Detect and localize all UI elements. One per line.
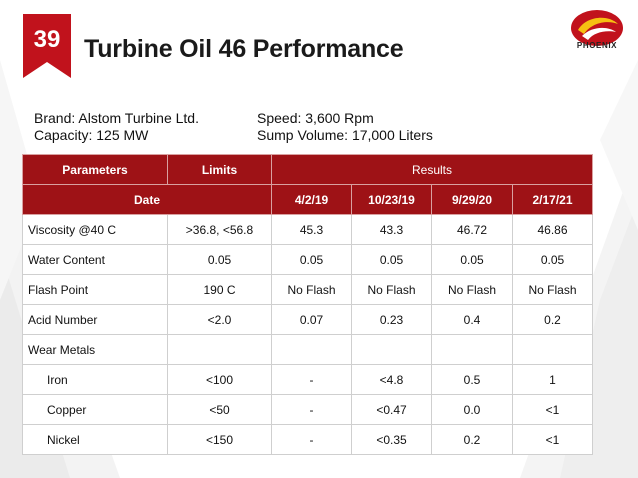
result-cell bbox=[511, 334, 594, 365]
table-row: Iron <100 - <4.8 0.5 1 bbox=[22, 364, 594, 395]
result-cell: - bbox=[271, 364, 352, 395]
sump-volume-text: Sump Volume: 17,000 Liters bbox=[257, 127, 433, 143]
table-row: Wear Metals bbox=[22, 334, 594, 365]
date-cell: 10/23/19 bbox=[351, 184, 432, 215]
param-cell: Flash Point bbox=[22, 274, 168, 305]
speed-text: Speed: 3,600 Rpm bbox=[257, 110, 374, 126]
result-cell: 0.5 bbox=[431, 364, 513, 395]
date-cell: 4/2/19 bbox=[271, 184, 352, 215]
result-cell bbox=[351, 334, 432, 365]
table-row: Acid Number <2.0 0.07 0.23 0.4 0.2 bbox=[22, 304, 594, 335]
phoenix-logo-icon bbox=[571, 10, 623, 46]
result-cell: No Flash bbox=[351, 274, 432, 305]
param-cell: Copper bbox=[22, 394, 168, 425]
date-cell: 2/17/21 bbox=[511, 184, 594, 215]
result-cell: <1 bbox=[511, 394, 594, 425]
result-cell: 0.0 bbox=[431, 394, 513, 425]
param-cell: Acid Number bbox=[22, 304, 168, 335]
result-cell: No Flash bbox=[271, 274, 352, 305]
result-cell: <1 bbox=[511, 424, 594, 455]
result-cell: <4.8 bbox=[351, 364, 432, 395]
result-cell: <0.47 bbox=[351, 394, 432, 425]
result-cell: 0.05 bbox=[271, 244, 352, 275]
brand-text: Brand: Alstom Turbine Ltd. bbox=[34, 110, 199, 126]
result-cell: 45.3 bbox=[271, 214, 352, 245]
performance-table: Parameters Limits Results Date 4/2/19 10… bbox=[22, 154, 594, 455]
result-cell: 0.07 bbox=[271, 304, 352, 335]
result-cell: 46.72 bbox=[431, 214, 513, 245]
result-cell: 0.4 bbox=[431, 304, 513, 335]
date-row: Date 4/2/19 10/23/19 9/29/20 2/17/21 bbox=[22, 184, 594, 215]
limit-cell: <150 bbox=[167, 424, 272, 455]
result-cell: 0.23 bbox=[351, 304, 432, 335]
param-cell: Nickel bbox=[22, 424, 168, 455]
result-cell: - bbox=[271, 394, 352, 425]
table-row: Nickel <150 - <0.35 0.2 <1 bbox=[22, 424, 594, 455]
result-cell: 1 bbox=[511, 364, 594, 395]
header-limits: Limits bbox=[167, 154, 272, 185]
result-cell: 0.2 bbox=[431, 424, 513, 455]
table-row: Water Content 0.05 0.05 0.05 0.05 0.05 bbox=[22, 244, 594, 275]
result-cell: - bbox=[271, 424, 352, 455]
limit-cell: 190 C bbox=[167, 274, 272, 305]
header-results: Results bbox=[270, 154, 594, 185]
table-row: Flash Point 190 C No Flash No Flash No F… bbox=[22, 274, 594, 305]
result-cell: 43.3 bbox=[351, 214, 432, 245]
badge-notch bbox=[23, 62, 71, 78]
date-cell: 9/29/20 bbox=[431, 184, 513, 215]
limit-cell: <50 bbox=[167, 394, 272, 425]
limit-cell bbox=[167, 334, 272, 365]
limit-cell: <2.0 bbox=[167, 304, 272, 335]
logo-text: PHOENIX bbox=[576, 41, 618, 50]
limit-cell: <100 bbox=[167, 364, 272, 395]
table-row: Copper <50 - <0.47 0.0 <1 bbox=[22, 394, 594, 425]
result-cell: 0.2 bbox=[511, 304, 594, 335]
result-cell: 0.05 bbox=[431, 244, 513, 275]
limit-cell: >36.8, <56.8 bbox=[167, 214, 272, 245]
slide-number: 39 bbox=[33, 26, 61, 53]
result-cell: No Flash bbox=[431, 274, 513, 305]
result-cell bbox=[431, 334, 513, 365]
result-cell: 0.05 bbox=[511, 244, 594, 275]
limit-cell: 0.05 bbox=[167, 244, 272, 275]
param-cell: Wear Metals bbox=[22, 334, 168, 365]
result-cell: <0.35 bbox=[351, 424, 432, 455]
slide-title: Turbine Oil 46 Performance bbox=[84, 35, 404, 63]
capacity-text: Capacity: 125 MW bbox=[34, 127, 149, 143]
header-parameters: Parameters bbox=[22, 154, 168, 185]
table-row: Viscosity @40 C >36.8, <56.8 45.3 43.3 4… bbox=[22, 214, 594, 245]
table-header-row: Parameters Limits Results bbox=[22, 154, 594, 185]
param-cell: Viscosity @40 C bbox=[22, 214, 168, 245]
result-cell: 0.05 bbox=[351, 244, 432, 275]
param-cell: Water Content bbox=[22, 244, 168, 275]
date-label: Date bbox=[22, 184, 272, 215]
param-cell: Iron bbox=[22, 364, 168, 395]
result-cell bbox=[271, 334, 352, 365]
result-cell: 46.86 bbox=[511, 214, 594, 245]
result-cell: No Flash bbox=[511, 274, 594, 305]
